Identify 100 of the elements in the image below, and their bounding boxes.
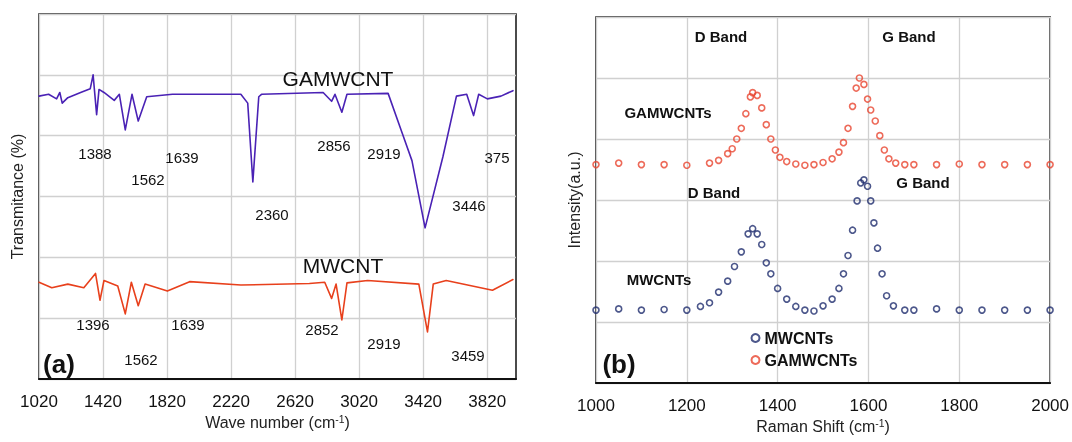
- annotation: 2856: [317, 136, 351, 154]
- annotation: 1562: [124, 350, 158, 368]
- point: [876, 131, 884, 140]
- point: [839, 270, 848, 278]
- point: [637, 306, 646, 314]
- annotation: 1388: [78, 144, 112, 162]
- x-tick-label: 2000: [1031, 396, 1069, 415]
- point: [762, 120, 771, 129]
- point: [882, 291, 891, 300]
- point: [801, 306, 809, 314]
- x-tick-label: 1200: [667, 396, 706, 415]
- point: [880, 146, 889, 154]
- point: [889, 302, 898, 310]
- point: [742, 109, 750, 118]
- point: [728, 144, 737, 153]
- annotation: D Band: [687, 183, 741, 201]
- point: [848, 102, 857, 111]
- annotation: 2852: [305, 320, 339, 338]
- point: [1000, 306, 1009, 314]
- x-tick-label: 3020: [340, 392, 379, 411]
- annotation: 2360: [255, 205, 289, 223]
- x-tick-label: 1820: [148, 392, 186, 411]
- annotation: 1562: [131, 170, 165, 188]
- point: [592, 306, 600, 314]
- x-tick-label: 2220: [212, 392, 250, 411]
- point: [844, 124, 852, 133]
- annotation: MWCNT: [302, 253, 384, 277]
- point: [714, 156, 723, 165]
- point: [705, 159, 714, 167]
- x-tick-label: 1800: [940, 396, 979, 415]
- point: [910, 306, 918, 314]
- annotation: 375: [484, 148, 510, 166]
- point: [844, 251, 852, 260]
- point: [819, 158, 827, 167]
- point: [614, 305, 623, 313]
- x-tick-label: 2620: [276, 392, 315, 411]
- point: [696, 302, 705, 311]
- point: [1000, 160, 1009, 169]
- point: [978, 160, 986, 169]
- annotation: GAMWCNT: [282, 66, 394, 90]
- point: [885, 155, 893, 163]
- point: [801, 161, 809, 170]
- point: [866, 106, 875, 114]
- point: [746, 93, 755, 101]
- annotation: 1639: [171, 315, 205, 333]
- x-tick-label: 1400: [758, 396, 797, 415]
- point: [753, 91, 761, 100]
- x-tick-label: 3420: [404, 392, 443, 411]
- point: [776, 153, 784, 162]
- point: [860, 80, 868, 89]
- text: D Band: [694, 27, 748, 45]
- point: [873, 244, 882, 252]
- point: [932, 160, 941, 169]
- point: [863, 182, 872, 191]
- point: [955, 306, 964, 314]
- annotation: GAMWCNTs: [624, 103, 712, 121]
- annotation: 2919: [367, 144, 401, 162]
- annotation: 2919: [367, 334, 401, 352]
- point: [683, 161, 691, 170]
- point: [723, 277, 732, 285]
- x-tick-label: 3820: [468, 392, 507, 411]
- point: [767, 270, 775, 278]
- point: [737, 124, 746, 133]
- point: [1046, 306, 1054, 314]
- annotation: 1396: [76, 315, 110, 333]
- point: [1023, 306, 1032, 314]
- point: [753, 230, 761, 238]
- annotation: (a): [43, 349, 75, 379]
- point: [871, 117, 880, 125]
- point: [860, 176, 868, 184]
- point: [782, 157, 791, 166]
- annotation: 1639: [165, 148, 199, 166]
- point: [792, 302, 800, 311]
- point: [891, 159, 900, 167]
- point: [878, 270, 886, 278]
- point: [839, 138, 848, 147]
- point: [660, 160, 668, 169]
- point: [732, 135, 741, 143]
- point: [767, 135, 775, 143]
- point: [900, 306, 909, 314]
- point: [771, 146, 780, 154]
- point: [714, 288, 723, 296]
- point: [705, 298, 714, 307]
- y-axis-title: Transmitance (%): [8, 133, 26, 260]
- point: [828, 295, 836, 303]
- point: [828, 155, 836, 163]
- annotation: (b): [602, 349, 636, 379]
- x-tick-label: 1020: [20, 392, 58, 411]
- point: [870, 219, 878, 227]
- point: [744, 230, 752, 238]
- point: [853, 197, 861, 205]
- point: [762, 259, 771, 267]
- point: [748, 88, 757, 97]
- point: [863, 95, 872, 103]
- point: [855, 74, 864, 82]
- point: [900, 160, 909, 169]
- point: [810, 160, 818, 169]
- point: [683, 306, 691, 314]
- point: [637, 160, 646, 169]
- annotation: 3459: [451, 346, 485, 364]
